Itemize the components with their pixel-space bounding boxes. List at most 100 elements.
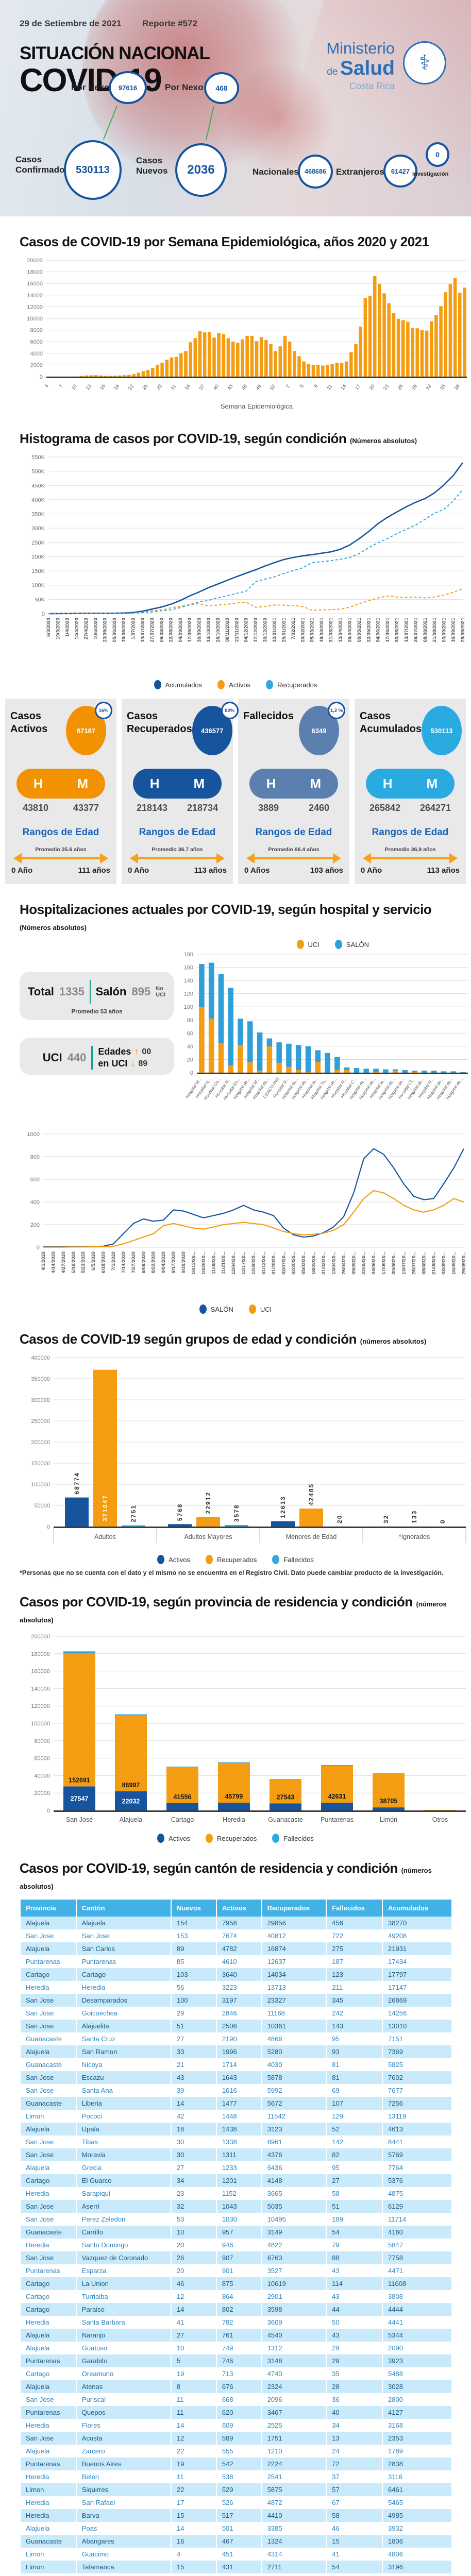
svg-text:180: 180 bbox=[184, 952, 193, 958]
svg-text:37: 37 bbox=[198, 383, 206, 391]
svg-text:400: 400 bbox=[30, 1199, 40, 1206]
svg-text:04/12/2020: 04/12/2020 bbox=[244, 618, 249, 642]
table-row: Heredia Barva 15 517 4410 58 4985 bbox=[20, 2509, 451, 2522]
svg-text:2751: 2751 bbox=[130, 1504, 137, 1522]
age-max: 111 años bbox=[78, 866, 110, 875]
promedio-label: Promedio 35.6 años bbox=[35, 846, 87, 853]
svg-text:5/23/2020: 5/23/2020 bbox=[81, 1251, 87, 1273]
svg-text:04/09/2020: 04/09/2020 bbox=[178, 618, 183, 642]
section-title-semana: Casos de COVID-19 por Semana Epidemiológ… bbox=[20, 234, 429, 249]
svg-text:16000: 16000 bbox=[27, 281, 43, 287]
table-row: Alajuela San Ramon 33 1996 5280 93 7369 bbox=[20, 2045, 451, 2058]
svg-text:11/08/20...: 11/08/20... bbox=[211, 1251, 216, 1274]
table-row: Guanacaste Nicoya 21 1714 4030 81 5825 bbox=[20, 2058, 451, 2071]
svg-text:Menores de Edad: Menores de Edad bbox=[286, 1533, 337, 1540]
report-meta: 29 de Setiembre de 2021 Reporte #572 bbox=[20, 19, 197, 29]
svg-text:0: 0 bbox=[40, 374, 43, 380]
svg-text:22/05/20...: 22/05/20... bbox=[361, 1251, 367, 1275]
svg-text:45799: 45799 bbox=[225, 1793, 243, 1800]
table-header-cell: Recuperados bbox=[261, 1900, 327, 1917]
svg-text:60000: 60000 bbox=[34, 1756, 50, 1762]
svg-text:80000: 80000 bbox=[34, 1738, 50, 1744]
table-row: Alajuela Zarcero 22 555 1210 24 1789 bbox=[20, 2445, 451, 2458]
svg-text:6/3/2020: 6/3/2020 bbox=[46, 618, 52, 637]
female-count: 218734 bbox=[187, 803, 218, 813]
table-row: Limon Talamanca 15 431 2711 54 3196 bbox=[20, 2561, 451, 2573]
svg-text:350K: 350K bbox=[31, 512, 45, 518]
svg-text:120: 120 bbox=[184, 991, 193, 997]
svg-text:14/4/2020: 14/4/2020 bbox=[74, 618, 80, 639]
svg-text:42485: 42485 bbox=[308, 1483, 315, 1505]
svg-text:12/04/20...: 12/04/20... bbox=[231, 1251, 237, 1275]
table-row: Puntarenas Quepos 11 620 3467 40 4127 bbox=[20, 2406, 451, 2419]
svg-text:30/09/2020: 30/09/2020 bbox=[196, 618, 202, 642]
svg-text:160: 160 bbox=[184, 965, 193, 971]
svg-text:20/02/2021: 20/02/2021 bbox=[300, 617, 306, 642]
section-title-provincia: Casos por COVID-19, según provincia de r… bbox=[20, 1594, 447, 1624]
svg-text:40: 40 bbox=[187, 1044, 193, 1050]
chart-hospital-servicio: 0 20 40 60 80 100 120 140 160 180 Hospital M... Hos… bbox=[178, 951, 470, 1129]
svg-text:250K: 250K bbox=[31, 540, 45, 546]
svg-text:120000: 120000 bbox=[31, 1703, 50, 1709]
svg-text:46: 46 bbox=[241, 383, 248, 391]
card-percent-badge: 16% bbox=[95, 702, 112, 719]
svg-text:25: 25 bbox=[142, 383, 149, 391]
table-header-cell: Acumulados bbox=[382, 1900, 451, 1917]
table-row: Alajuela San Carlos 89 4782 16874 275 21931 bbox=[20, 1942, 451, 1955]
svg-text:18/06/2020: 18/06/2020 bbox=[121, 618, 127, 642]
chart-semana-epidemiologica: 0 2000 4000 6000 8000 10000 12000 14000 16000 180… bbox=[20, 256, 470, 413]
svg-text:05/03/2021: 05/03/2021 bbox=[310, 617, 315, 642]
svg-text:400000: 400000 bbox=[31, 1355, 50, 1361]
svg-text:18/03/2021: 18/03/2021 bbox=[319, 617, 325, 642]
svg-text:14: 14 bbox=[340, 383, 348, 391]
legend-item: Acumulados bbox=[154, 680, 202, 689]
table-row: Cartago Turrialba 12 864 2901 43 3808 bbox=[20, 2290, 451, 2303]
table-row: Heredia Heredia 56 3223 13713 211 17147 bbox=[20, 1981, 451, 1994]
svg-text:160000: 160000 bbox=[31, 1669, 50, 1675]
svg-text:50K: 50K bbox=[35, 597, 45, 603]
male-count: 43810 bbox=[22, 803, 49, 813]
legend-provincias: Activos Recuperados Fallecidos bbox=[20, 1834, 451, 1843]
rangos-label: Rangos de Edad bbox=[139, 827, 216, 838]
legend-item: Activos bbox=[157, 1555, 190, 1564]
table-row: Heredia Sarapiqui 23 1152 3665 58 4875 bbox=[20, 2187, 451, 2200]
svg-text:68774: 68774 bbox=[73, 1472, 80, 1494]
table-row: San Jose Escazu 43 1643 5878 81 7602 bbox=[20, 2071, 451, 2084]
svg-text:Cartago: Cartago bbox=[171, 1816, 194, 1823]
svg-text:250000: 250000 bbox=[31, 1418, 50, 1425]
svg-text:04/06/20...: 04/06/20... bbox=[371, 1251, 377, 1275]
svg-text:Adultos: Adultos bbox=[94, 1533, 116, 1540]
legend-item: Recuperados bbox=[266, 680, 317, 689]
svg-text:25/01/2021: 25/01/2021 bbox=[281, 617, 287, 642]
table-row: Heredia San Rafael 17 526 4872 67 5465 bbox=[20, 2496, 451, 2509]
svg-text:40000: 40000 bbox=[34, 1773, 50, 1779]
svg-text:San José: San José bbox=[66, 1816, 93, 1823]
male-count: 3889 bbox=[258, 803, 279, 813]
svg-text:13: 13 bbox=[85, 383, 92, 391]
svg-text:400K: 400K bbox=[31, 497, 45, 503]
svg-text:26: 26 bbox=[397, 383, 405, 391]
table-row: Cartago El Guarco 34 1201 4148 27 5376 bbox=[20, 2174, 451, 2187]
svg-text:1/4/2020: 1/4/2020 bbox=[65, 618, 71, 637]
table-row: Puntarenas Buenos Aires 19 542 2224 72 2838 bbox=[20, 2458, 451, 2470]
por-nexo-label-1: Por Nexo bbox=[71, 82, 110, 92]
rangos-label: Rangos de Edad bbox=[372, 827, 449, 838]
svg-text:Alajuela: Alajuela bbox=[120, 1816, 143, 1823]
svg-text:0: 0 bbox=[42, 611, 45, 617]
table-header-cell: Cantón bbox=[75, 1900, 171, 1917]
svg-text:0: 0 bbox=[190, 1070, 193, 1076]
svg-text:10: 10 bbox=[71, 383, 78, 391]
svg-text:40: 40 bbox=[212, 383, 220, 391]
svg-text:4/14/2020: 4/14/2020 bbox=[51, 1251, 56, 1273]
svg-text:450K: 450K bbox=[31, 483, 45, 489]
casos-nuevos-circle: 2036 bbox=[175, 143, 227, 197]
svg-text:23: 23 bbox=[382, 383, 390, 391]
svg-text:140: 140 bbox=[184, 978, 193, 984]
svg-text:350000: 350000 bbox=[31, 1376, 50, 1382]
svg-text:32: 32 bbox=[425, 383, 433, 391]
svg-text:133: 133 bbox=[411, 1510, 418, 1523]
svg-text:03/09/20...: 03/09/20... bbox=[441, 1251, 447, 1275]
svg-text:08/08/2021: 08/08/2021 bbox=[423, 617, 428, 642]
svg-text:4/27/2020: 4/27/2020 bbox=[61, 1251, 66, 1273]
svg-text:10/5/2020: 10/5/2020 bbox=[93, 618, 98, 639]
